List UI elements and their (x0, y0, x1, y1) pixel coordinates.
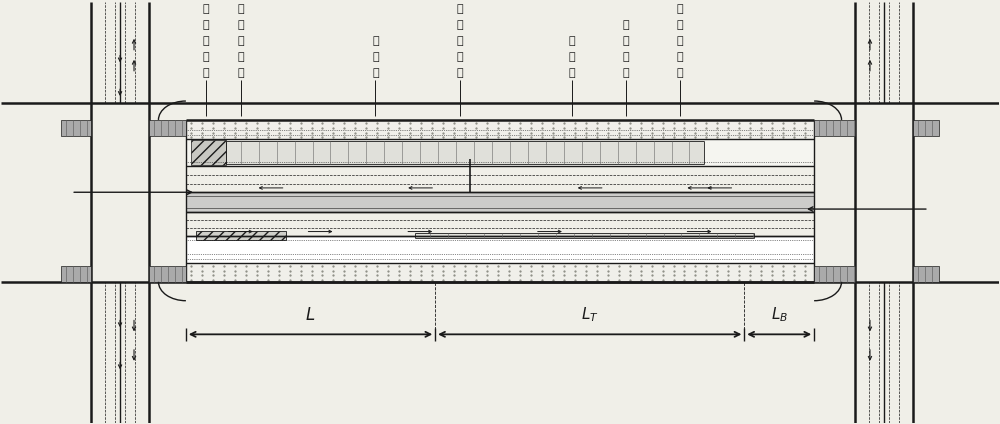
Text: 站: 站 (237, 4, 244, 14)
Bar (149, 266, 186, 282)
Text: 带: 带 (372, 36, 379, 46)
Text: $L_B$: $L_B$ (771, 305, 788, 324)
Bar (226, 141, 704, 164)
Text: 停: 停 (372, 68, 379, 78)
Text: 减: 减 (203, 36, 209, 46)
Text: 停: 停 (237, 36, 244, 46)
Bar (149, 120, 186, 136)
Text: 速: 速 (203, 20, 209, 30)
Text: 行: 行 (568, 52, 575, 62)
Text: $L_T$: $L_T$ (581, 305, 599, 324)
Text: 机: 机 (622, 68, 629, 78)
Text: 道: 道 (568, 36, 575, 46)
Bar (415, 234, 754, 237)
Text: 交: 交 (203, 52, 209, 62)
Bar (91, 2, 149, 423)
Text: 公: 公 (237, 68, 244, 78)
Text: 靠: 靠 (237, 20, 244, 30)
Text: 车: 车 (676, 20, 683, 30)
Text: 动: 动 (622, 52, 629, 62)
Bar (814, 266, 855, 282)
Bar (61, 120, 91, 136)
Text: 区: 区 (203, 4, 209, 14)
Text: 分: 分 (457, 36, 463, 46)
Bar (1, 103, 999, 282)
Text: 交: 交 (237, 52, 244, 62)
Text: 公: 公 (203, 68, 209, 78)
Text: 人: 人 (568, 68, 575, 78)
Text: 非: 非 (676, 68, 683, 78)
Bar (913, 120, 939, 136)
Text: 道: 道 (622, 20, 629, 30)
Text: 央: 央 (457, 52, 463, 62)
Text: 机: 机 (676, 52, 683, 62)
Text: 车: 车 (622, 36, 629, 46)
Text: 动: 动 (676, 36, 683, 46)
Bar (196, 232, 286, 240)
Bar (186, 263, 814, 282)
Text: 中: 中 (457, 68, 463, 78)
Bar (814, 120, 855, 136)
Bar (186, 139, 814, 166)
Bar (191, 140, 226, 165)
Bar (913, 266, 939, 282)
Text: 隔: 隔 (457, 20, 463, 30)
Bar (61, 266, 91, 282)
Text: 车: 车 (372, 52, 379, 62)
Text: 道: 道 (676, 4, 683, 14)
Text: L: L (306, 306, 315, 324)
Bar (855, 2, 913, 423)
Bar (186, 120, 814, 139)
Bar (186, 236, 814, 263)
Bar (186, 192, 814, 212)
Text: 带: 带 (457, 4, 463, 14)
